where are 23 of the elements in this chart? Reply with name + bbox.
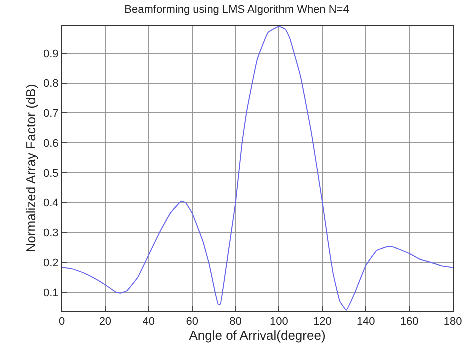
x-tick-label: 0 [58, 316, 66, 328]
y-tick-label: 0.5 [44, 168, 59, 180]
x-tick-label: 140 [356, 316, 376, 328]
y-tick-label: 0.3 [44, 228, 59, 240]
x-tick-label: 60 [186, 316, 198, 328]
y-tick-label: 0.1 [44, 287, 59, 300]
y-axis-title: Normalized Array Factor (dB) [23, 84, 38, 253]
x-axis-title: Angle of Arrival(degree) [189, 328, 326, 344]
x-tick-label: 160 [400, 316, 419, 328]
chart-title: Beamforming using LMS Algorithm When N=4 [124, 4, 350, 16]
y-tick-label: 0.2 [44, 257, 59, 270]
y-tick-label: 0.6 [44, 138, 59, 150]
y-tick-label: 0.7 [44, 108, 59, 120]
y-tick-label: 0.8 [44, 78, 59, 90]
x-tick-label: 80 [230, 316, 242, 328]
x-tick-label: 20 [99, 316, 112, 328]
line-series [62, 26, 453, 311]
x-tick-label: 180 [444, 316, 462, 328]
x-tick-label: 120 [313, 316, 332, 328]
x-tick-label: 100 [270, 316, 288, 328]
y-tick-label: 0.4 [44, 198, 59, 210]
y-tick-label: 0.9 [44, 48, 59, 60]
x-tick-label: 40 [142, 316, 156, 328]
